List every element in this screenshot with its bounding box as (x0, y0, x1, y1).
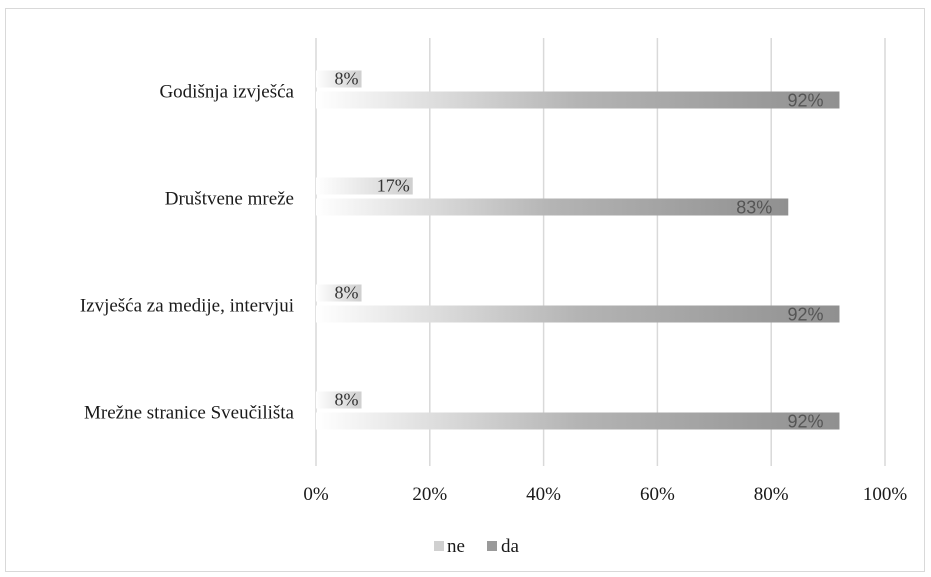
data-label-da: 92% (787, 412, 823, 432)
bar-da (316, 305, 840, 323)
x-axis-tick-labels: 0% 20% 40% 60% 80% 100% (303, 484, 907, 505)
category-label: Godišnja izvješća (159, 82, 294, 103)
bars (316, 70, 840, 430)
bar-da (316, 198, 789, 216)
x-tick-label: 60% (640, 484, 675, 505)
x-tick-label: 0% (303, 484, 329, 505)
legend: ne da (434, 536, 520, 557)
legend-swatch-da (487, 541, 497, 551)
bar-da (316, 412, 840, 430)
bar-ne (316, 284, 362, 302)
bar-ne (316, 70, 362, 88)
x-tick-label: 100% (863, 484, 908, 505)
legend-swatch-ne (434, 541, 444, 551)
data-label-da: 92% (787, 305, 823, 325)
legend-label-ne: ne (447, 536, 465, 557)
data-label-ne: 8% (335, 69, 359, 89)
data-label-ne: 8% (335, 283, 359, 303)
legend-label-da: da (501, 536, 520, 557)
data-label-ne: 8% (335, 390, 359, 410)
bar-da (316, 91, 840, 109)
bar-ne (316, 391, 362, 409)
data-label-ne: 17% (377, 176, 410, 196)
category-label: Društvene mreže (165, 189, 294, 210)
category-label: Izvješća za medije, intervjui (80, 296, 294, 317)
data-label-da: 83% (736, 198, 772, 218)
x-tick-label: 80% (754, 484, 789, 505)
x-tick-label: 20% (412, 484, 447, 505)
data-labels: 8% 92% 17% 83% 8% 92% 8% 92% (335, 69, 824, 432)
category-labels: Godišnja izvješća Društvene mreže Izvješća… (80, 82, 295, 424)
bar-ne (316, 177, 413, 195)
category-label: Mrežne stranice Sveučilišta (84, 403, 295, 424)
data-label-da: 92% (787, 91, 823, 111)
x-tick-label: 40% (526, 484, 561, 505)
